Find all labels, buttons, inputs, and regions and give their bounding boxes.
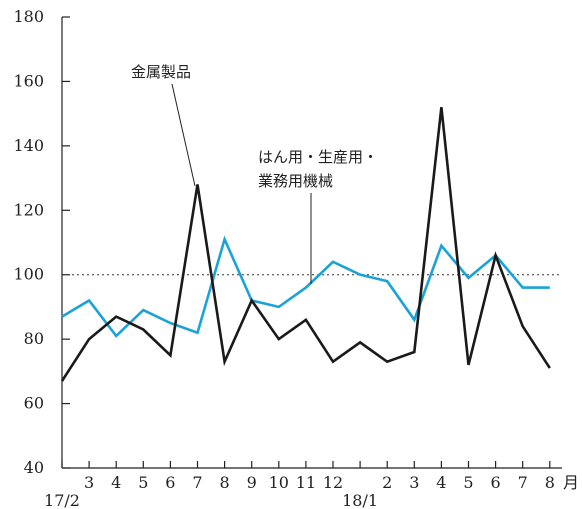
x-tick-label: 7	[192, 473, 202, 492]
x-tick-label: 12	[323, 473, 343, 492]
machinery-series-label-line-1: はん用・生産用・	[258, 148, 378, 166]
x-tick-label: 10	[269, 473, 289, 492]
x-tick-label: 6	[491, 473, 501, 492]
y-tick-label: 60	[24, 394, 44, 413]
y-axis-ticks: 40 60 80 100 120 140 160 180	[13, 7, 70, 477]
x-year-label: 17/2	[44, 491, 80, 509]
y-tick-label: 120	[13, 200, 44, 219]
x-tick-label: 8	[220, 473, 230, 492]
x-tick-label: 3	[84, 473, 94, 492]
y-tick-label: 160	[13, 71, 44, 90]
y-tick-label: 100	[13, 265, 44, 284]
x-tick-label: 3	[409, 473, 419, 492]
x-tick-label: 9	[247, 473, 257, 492]
y-tick-label: 180	[13, 7, 44, 26]
metal-annotation-leader	[171, 83, 196, 187]
machinery-series-label-line-2: 業務用機械	[258, 172, 333, 190]
x-tick-label: 6	[165, 473, 175, 492]
y-tick-label: 40	[24, 458, 44, 477]
y-tick-label: 140	[13, 136, 44, 155]
y-tick-label: 80	[24, 329, 44, 348]
x-tick-label: 4	[111, 473, 121, 492]
x-tick-label: 5	[138, 473, 148, 492]
series-layer	[60, 107, 551, 382]
x-tick-label: 2	[382, 473, 392, 492]
x-tick-label: 7	[518, 473, 528, 492]
series-annotations: 金属製品 はん用・生産用・ 業務用機械	[131, 63, 378, 284]
x-tick-label: 4	[436, 473, 446, 492]
x-axis-unit-label: 月	[563, 473, 579, 492]
axes	[61, 17, 562, 469]
x-tick-label: 5	[463, 473, 473, 492]
x-tick-label: 11	[296, 473, 316, 492]
metal-series-label: 金属製品	[131, 63, 191, 81]
x-tick-label: 8	[545, 473, 555, 492]
x-year-label: 18/1	[342, 491, 378, 509]
